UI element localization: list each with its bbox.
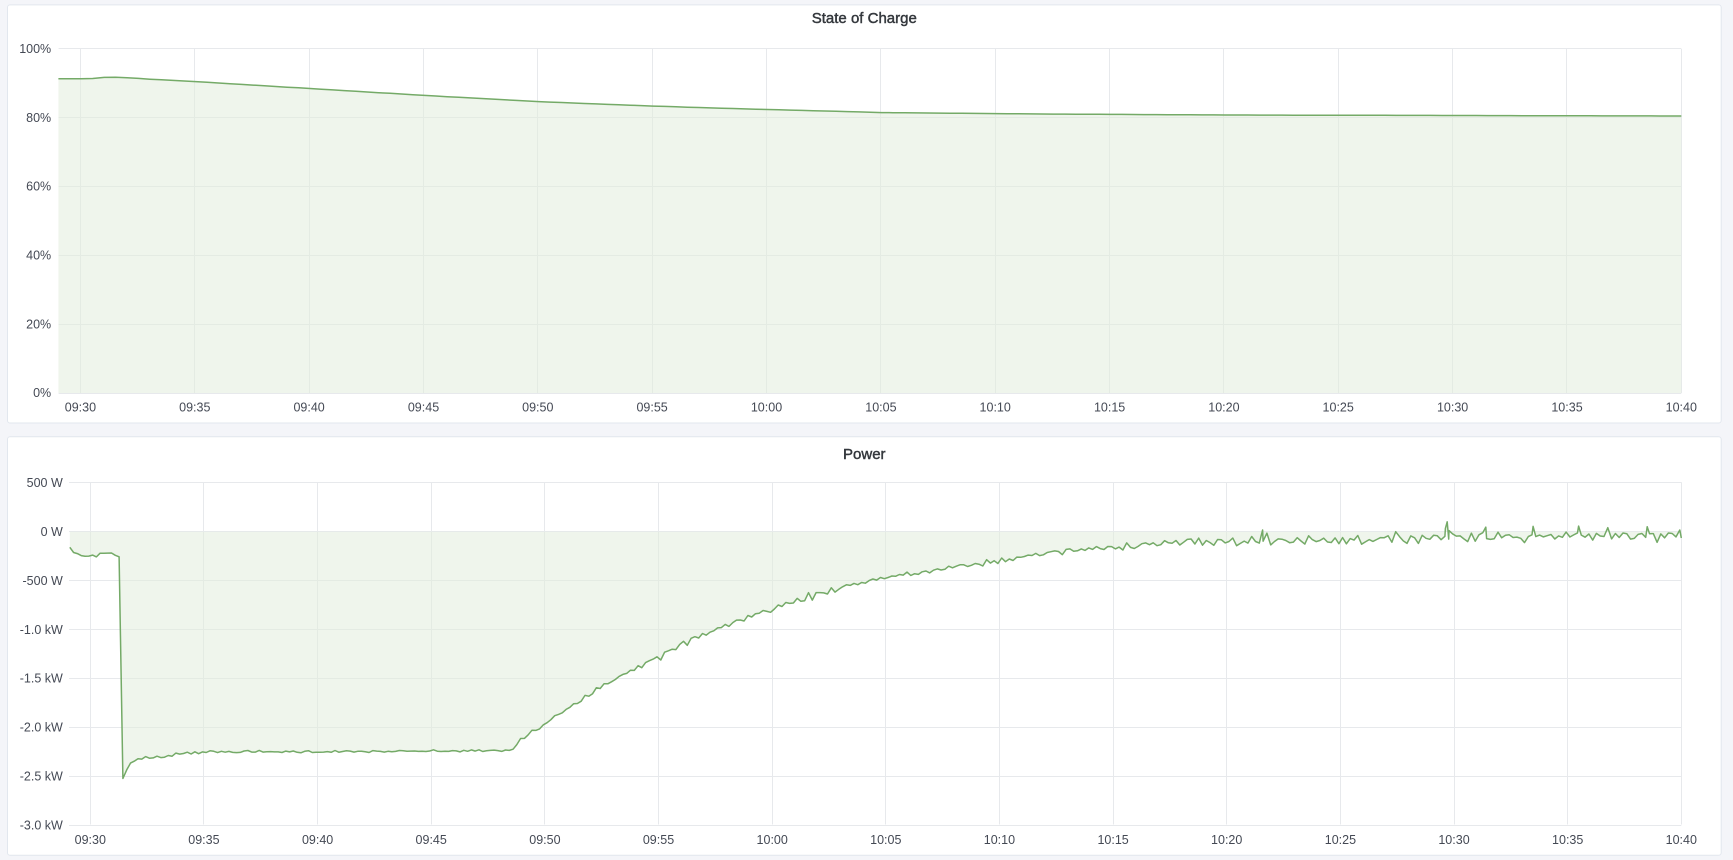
svg-text:10:20: 10:20 <box>1208 401 1239 415</box>
svg-text:-2.5 kW: -2.5 kW <box>20 769 63 783</box>
svg-text:09:35: 09:35 <box>179 401 210 415</box>
svg-text:10:40: 10:40 <box>1666 833 1697 847</box>
svg-text:100%: 100% <box>19 42 51 56</box>
svg-text:10:25: 10:25 <box>1325 833 1356 847</box>
svg-text:10:10: 10:10 <box>984 833 1015 847</box>
svg-text:10:40: 10:40 <box>1666 401 1697 415</box>
svg-text:09:55: 09:55 <box>636 401 667 415</box>
svg-text:10:35: 10:35 <box>1551 401 1582 415</box>
svg-text:09:50: 09:50 <box>529 833 560 847</box>
svg-text:10:10: 10:10 <box>980 401 1011 415</box>
svg-text:60%: 60% <box>26 180 51 194</box>
svg-text:80%: 80% <box>26 111 51 125</box>
svg-text:40%: 40% <box>26 249 51 263</box>
svg-text:09:35: 09:35 <box>188 833 219 847</box>
svg-text:10:15: 10:15 <box>1094 401 1125 415</box>
svg-text:-500 W: -500 W <box>23 574 63 588</box>
svg-text:-3.0 kW: -3.0 kW <box>20 818 63 832</box>
svg-text:Power: Power <box>843 446 886 463</box>
svg-text:10:20: 10:20 <box>1211 833 1242 847</box>
svg-text:500 W: 500 W <box>27 476 63 490</box>
svg-text:09:40: 09:40 <box>293 401 324 415</box>
svg-text:10:05: 10:05 <box>865 401 896 415</box>
svg-text:09:45: 09:45 <box>416 833 447 847</box>
svg-text:10:30: 10:30 <box>1438 833 1469 847</box>
svg-text:09:30: 09:30 <box>75 833 106 847</box>
svg-text:10:15: 10:15 <box>1097 833 1128 847</box>
svg-text:20%: 20% <box>26 317 51 331</box>
svg-text:State of Charge: State of Charge <box>812 10 917 27</box>
svg-text:10:25: 10:25 <box>1323 401 1354 415</box>
svg-text:10:00: 10:00 <box>751 401 782 415</box>
svg-text:10:35: 10:35 <box>1552 833 1583 847</box>
svg-text:09:55: 09:55 <box>643 833 674 847</box>
svg-text:-1.0 kW: -1.0 kW <box>20 623 63 637</box>
svg-text:09:50: 09:50 <box>522 401 553 415</box>
svg-text:10:30: 10:30 <box>1437 401 1468 415</box>
svg-text:0%: 0% <box>33 386 51 400</box>
svg-text:-1.5 kW: -1.5 kW <box>20 672 63 686</box>
svg-text:0 W: 0 W <box>41 525 63 539</box>
svg-text:10:00: 10:00 <box>757 833 788 847</box>
svg-text:09:30: 09:30 <box>65 401 96 415</box>
svg-text:10:05: 10:05 <box>870 833 901 847</box>
svg-text:09:40: 09:40 <box>302 833 333 847</box>
svg-text:09:45: 09:45 <box>408 401 439 415</box>
svg-text:-2.0 kW: -2.0 kW <box>20 721 63 735</box>
